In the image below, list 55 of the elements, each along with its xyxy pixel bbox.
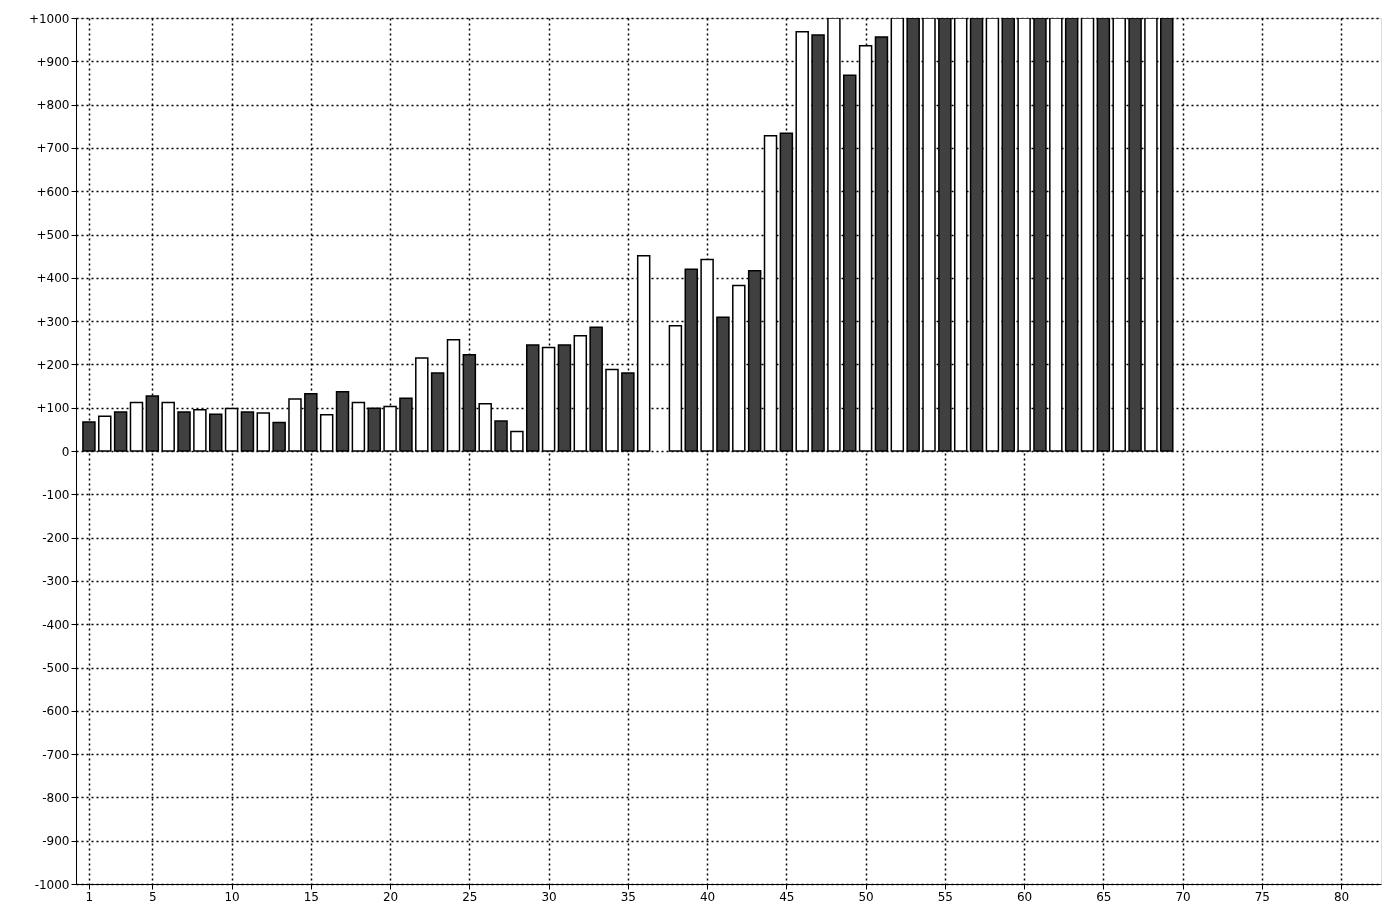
- bar: [890, 18, 905, 452]
- y-tick-label: +500: [36, 228, 70, 242]
- x-tick-label: 1: [85, 889, 94, 904]
- y-tick-label: -800: [42, 790, 70, 805]
- y-tick-label: -1000: [34, 877, 70, 892]
- bar: [985, 18, 1000, 452]
- y-tick-label: -700: [42, 747, 70, 762]
- bar: [335, 390, 350, 452]
- bar: [811, 34, 825, 452]
- x-tick-label: 40: [699, 889, 716, 904]
- y-tick-label: 0: [61, 444, 70, 459]
- y-tick-label: -100: [42, 487, 70, 502]
- bar: [1001, 18, 1016, 452]
- y-tick-label: +100: [36, 401, 70, 416]
- x-tick-label: 55: [937, 889, 953, 904]
- bar: [256, 412, 271, 452]
- y-tick-label: -500: [42, 661, 70, 675]
- x-tick-label: 70: [1175, 889, 1191, 904]
- bar: [1096, 18, 1111, 452]
- y-tick-label: +900: [36, 54, 70, 69]
- y-tick-label: -400: [42, 617, 70, 632]
- x-tick-label: 80: [1333, 889, 1350, 904]
- x-tick-label: 45: [779, 889, 795, 904]
- y-tick-label: +1000: [28, 11, 70, 26]
- y-tick-label: +400: [36, 271, 70, 286]
- bar: [240, 411, 255, 452]
- y-tick-label: -900: [42, 834, 70, 849]
- x-tick-label: 5: [149, 889, 157, 904]
- y-tick-label: +700: [36, 141, 70, 156]
- x-tick-label: 60: [1016, 889, 1033, 904]
- bar: [525, 344, 540, 452]
- bar: [716, 316, 730, 452]
- x-tick-label: 75: [1254, 889, 1271, 904]
- bar: [161, 401, 175, 452]
- bar: [906, 18, 920, 452]
- x-tick-label: 35: [620, 889, 636, 904]
- bar: [351, 401, 366, 452]
- x-tick-label: 50: [858, 889, 874, 904]
- x-tick-label: 15: [303, 889, 319, 904]
- y-tick-label: -600: [42, 704, 70, 719]
- y-tick-label: +800: [36, 98, 70, 113]
- y-tick-label: -300: [42, 574, 70, 589]
- bar: [430, 372, 445, 452]
- x-tick-label: 10: [224, 889, 240, 904]
- y-tick-label: +300: [36, 314, 70, 329]
- bar: [446, 338, 461, 452]
- x-tick-label: 20: [382, 889, 399, 904]
- x-tick-label: 25: [462, 889, 478, 904]
- bar: [636, 254, 651, 452]
- x-tick-label: 30: [541, 889, 557, 904]
- y-tick-label: -200: [42, 531, 70, 546]
- x-tick-label: 65: [1096, 889, 1112, 904]
- y-tick-label: +600: [36, 184, 70, 199]
- bar: [1080, 18, 1095, 452]
- y-tick-label: +200: [36, 357, 70, 372]
